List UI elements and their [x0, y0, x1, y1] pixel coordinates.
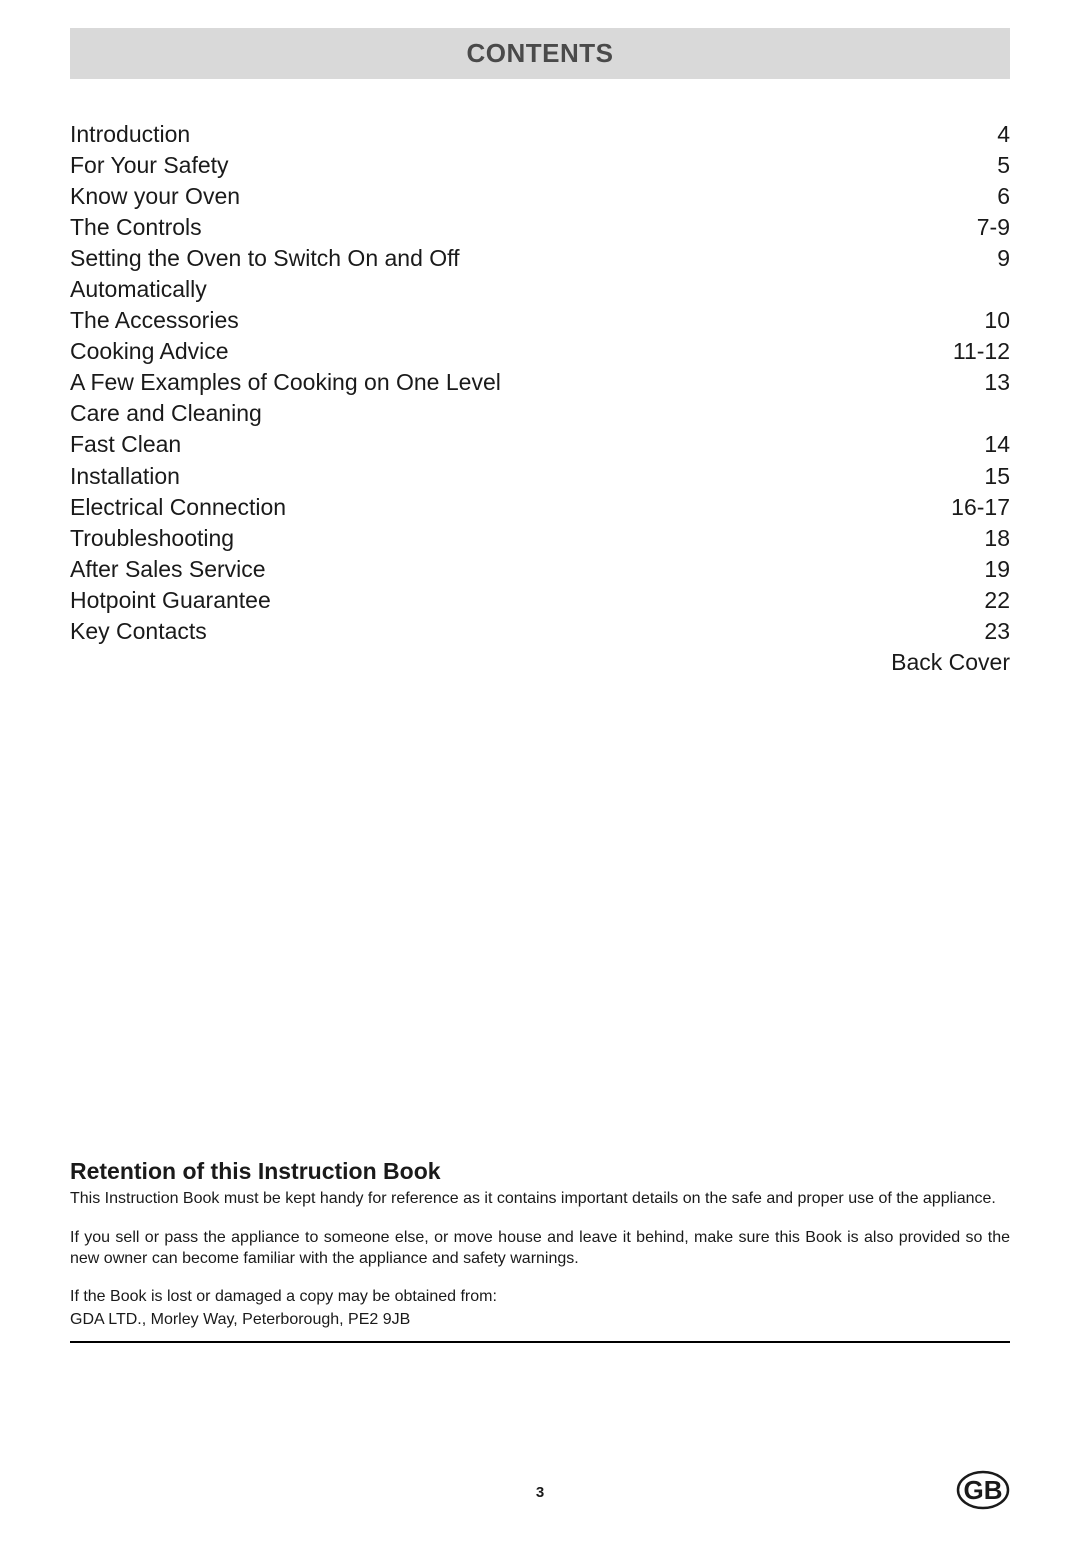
retention-paragraph: GDA LTD., Morley Way, Peterborough, PE2 … [70, 1310, 1010, 1331]
divider-line [70, 1341, 1010, 1343]
toc-page: 10 [984, 305, 1010, 336]
toc-page: 18 [984, 523, 1010, 554]
toc-label: Know your Oven [70, 181, 240, 212]
toc-row: Electrical Connection 16-17 [70, 492, 1010, 523]
toc-page: 5 [997, 150, 1010, 181]
toc-row: Automatically [70, 274, 1010, 305]
page-title: CONTENTS [70, 38, 1010, 69]
toc-label: Automatically [70, 274, 207, 305]
toc-page: 6 [997, 181, 1010, 212]
toc-page: 15 [984, 461, 1010, 492]
retention-title: Retention of this Instruction Book [70, 1158, 1010, 1185]
toc-label: Fast Clean [70, 429, 181, 460]
toc-label: Setting the Oven to Switch On and Off [70, 243, 460, 274]
toc-row: The Accessories 10 [70, 305, 1010, 336]
retention-paragraph: If you sell or pass the appliance to som… [70, 1228, 1010, 1270]
toc-page: 14 [984, 429, 1010, 460]
toc-row: Back Cover [70, 647, 1010, 678]
toc-row: Installation 15 [70, 461, 1010, 492]
toc-label: Care and Cleaning [70, 398, 262, 429]
toc-row: Cooking Advice 11-12 [70, 336, 1010, 367]
toc-page: 23 [984, 616, 1010, 647]
toc-row: For Your Safety 5 [70, 150, 1010, 181]
toc-label: The Accessories [70, 305, 239, 336]
toc-row: Setting the Oven to Switch On and Off 9 [70, 243, 1010, 274]
toc-row: Key Contacts 23 [70, 616, 1010, 647]
toc-row: Hotpoint Guarantee 22 [70, 585, 1010, 616]
toc-page: 7-9 [977, 212, 1010, 243]
toc-row: Introduction 4 [70, 119, 1010, 150]
toc-row: Troubleshooting 18 [70, 523, 1010, 554]
header-bar: CONTENTS [70, 28, 1010, 79]
toc-row: The Controls 7-9 [70, 212, 1010, 243]
retention-paragraph: If the Book is lost or damaged a copy ma… [70, 1287, 1010, 1308]
toc-label: Introduction [70, 119, 190, 150]
retention-paragraph: This Instruction Book must be kept handy… [70, 1189, 1010, 1210]
toc-label: Electrical Connection [70, 492, 286, 523]
toc-label: Hotpoint Guarantee [70, 585, 271, 616]
toc-page: 19 [984, 554, 1010, 585]
toc-page: 11-12 [953, 336, 1010, 367]
table-of-contents: Introduction 4 For Your Safety 5 Know yo… [70, 119, 1010, 678]
gb-badge-icon: GB [956, 1470, 1010, 1510]
footer: 3 GB [70, 1476, 1010, 1516]
gb-badge-text: GB [964, 1475, 1003, 1505]
toc-label: Cooking Advice [70, 336, 229, 367]
toc-row: Know your Oven 6 [70, 181, 1010, 212]
toc-label: After Sales Service [70, 554, 266, 585]
toc-label: Key Contacts [70, 616, 207, 647]
toc-row: After Sales Service 19 [70, 554, 1010, 585]
retention-section: Retention of this Instruction Book This … [70, 1158, 1010, 1343]
toc-label: A Few Examples of Cooking on One Level [70, 367, 501, 398]
toc-page: 13 [984, 367, 1010, 398]
toc-row: Care and Cleaning [70, 398, 1010, 429]
toc-row: Fast Clean 14 [70, 429, 1010, 460]
toc-page: 22 [984, 585, 1010, 616]
toc-label: For Your Safety [70, 150, 229, 181]
toc-row: A Few Examples of Cooking on One Level 1… [70, 367, 1010, 398]
toc-label: Troubleshooting [70, 523, 234, 554]
toc-page: 4 [997, 119, 1010, 150]
toc-label: The Controls [70, 212, 202, 243]
toc-page: Back Cover [891, 647, 1010, 678]
toc-page: 9 [997, 243, 1010, 274]
toc-page: 16-17 [951, 492, 1010, 523]
page-number: 3 [536, 1484, 544, 1501]
toc-label: Installation [70, 461, 180, 492]
